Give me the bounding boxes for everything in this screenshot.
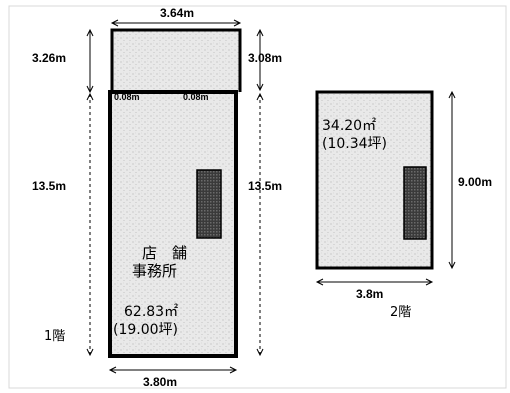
floor1-offset-right-label: 0.08m [183,92,209,102]
arrowhead [110,19,119,27]
arrowhead [256,348,264,357]
drawing-frame [8,5,507,389]
floor1-room-name-line2: 事務所 [132,262,177,280]
floor1-room-name-line1: 店 舗 [142,244,187,262]
arrowhead [315,278,324,286]
floor2-walls [315,90,434,270]
floor1-area-tsubo: (19.00坪) [113,322,178,338]
floor1-area-m2: 62.83㎡ [124,304,178,320]
floor1-main-left-height-label: 13.5m [32,179,66,193]
floor1-plan [108,28,242,358]
floor1-upper-left-height-label: 3.26m [32,51,66,65]
floor2-width-label: 3.8m [356,287,383,301]
floor1-main-right-height-label: 13.5m [248,179,282,193]
floor2-plan [315,90,434,270]
floor1-upper-walls [110,28,242,92]
arrowhead [448,90,456,99]
arrowhead [425,278,434,286]
floor2-label: 2階 [390,305,411,320]
floor1-upper-area [113,31,240,94]
arrowhead [86,85,94,94]
arrowhead [256,92,264,101]
floor2-height-label: 9.00m [458,175,492,189]
floor1-bottom-width-label: 3.80m [143,375,177,389]
arrowhead [108,366,117,374]
floor1-stairs [196,169,222,239]
arrowhead [86,348,94,357]
arrowhead [233,19,242,27]
floor1-label: 1階 [44,329,65,344]
floor2-area-tsubo: (10.34坪) [322,136,387,152]
arrowhead [448,261,456,270]
floor2-area-m2: 34.20㎡ [322,118,376,134]
arrowhead [256,28,264,37]
arrowhead [86,92,94,101]
floor1-top-width-label: 3.64m [160,6,194,20]
arrowhead [256,83,264,92]
floor2-stairs [403,166,427,240]
floor1-upper-right-height-label: 3.08m [248,51,282,65]
arrowhead [86,28,94,37]
floor1-offset-left-label: 0.08m [114,92,140,102]
floor1-main-walls [108,90,238,358]
arrowhead [229,366,238,374]
